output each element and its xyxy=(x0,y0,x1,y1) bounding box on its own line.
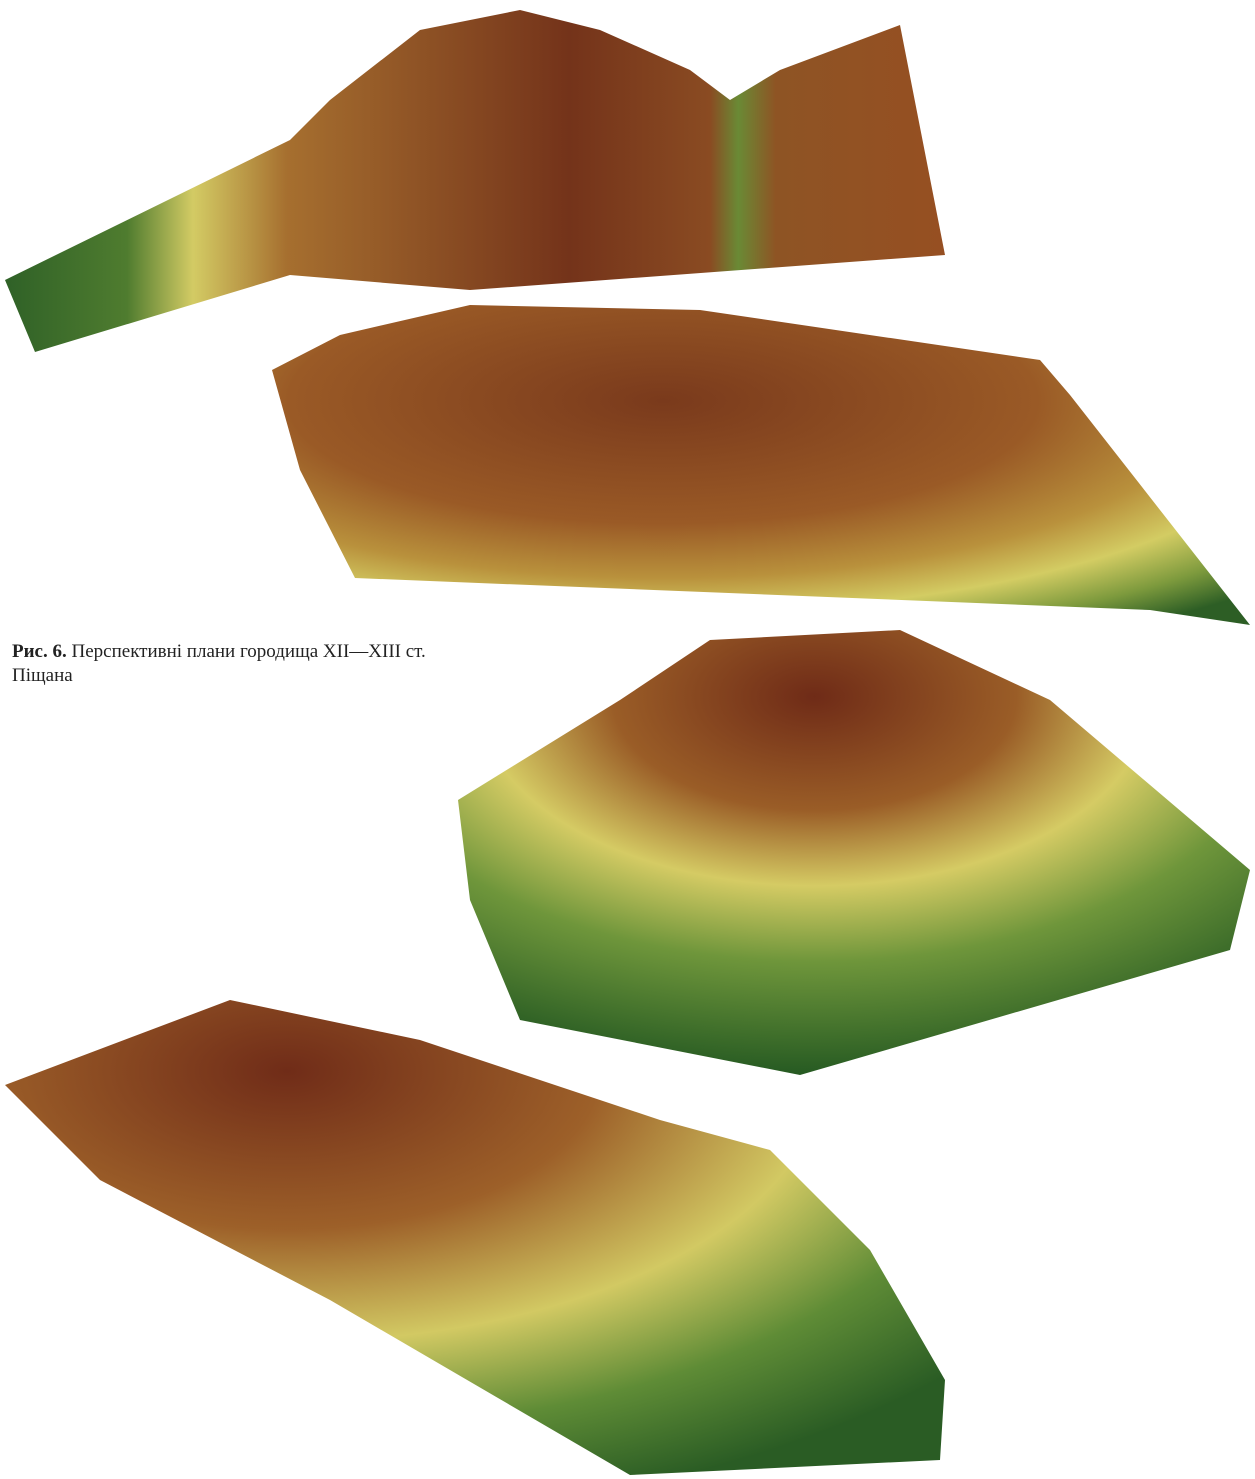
terrain-view-4 xyxy=(5,1000,945,1475)
figure-caption: Рис. 6. Перспективні плани городища XII—… xyxy=(12,640,467,688)
caption-label: Рис. 6. xyxy=(12,641,67,662)
caption-text: Перспективні плани городища XII—XIII ст.… xyxy=(12,641,426,686)
terrain-view-2 xyxy=(272,305,1250,625)
terrain-view-1 xyxy=(5,10,945,352)
terrain-view-3 xyxy=(458,630,1250,1075)
